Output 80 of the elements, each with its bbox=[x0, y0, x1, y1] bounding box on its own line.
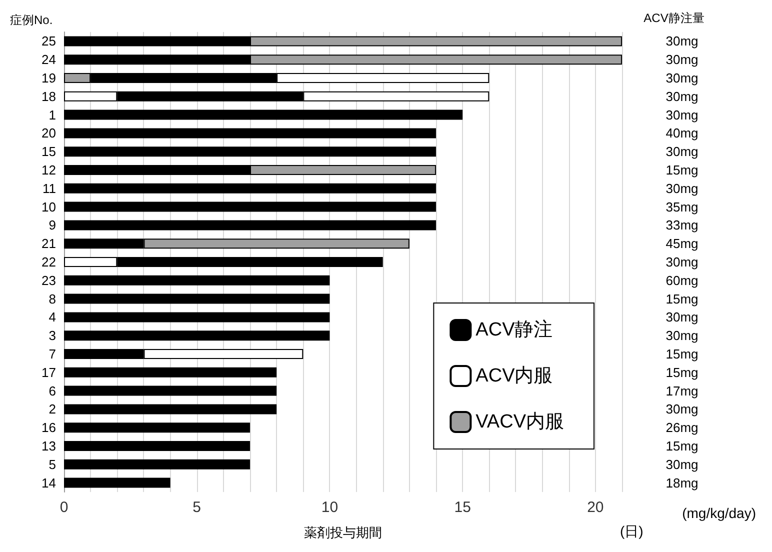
y-tick-label: 14 bbox=[42, 475, 56, 490]
y-tick-label: 21 bbox=[42, 236, 56, 252]
y2-tick-label: 30mg bbox=[666, 328, 698, 344]
y-tick-label: 17 bbox=[42, 364, 56, 380]
y-tick-label: 20 bbox=[42, 126, 56, 141]
bar bbox=[64, 459, 250, 470]
legend-label: ACV静注 bbox=[476, 318, 553, 340]
y-tick-label: 22 bbox=[42, 254, 56, 270]
y-tick-label: 13 bbox=[42, 438, 56, 454]
y-tick-label: 15 bbox=[42, 144, 56, 160]
y-tick-label: 24 bbox=[42, 52, 56, 68]
y2-tick-label: 33mg bbox=[666, 218, 698, 233]
y2-tick-label: 30mg bbox=[666, 144, 698, 160]
y-tick-label: 9 bbox=[48, 218, 56, 233]
y2-axis-title: ACV静注量 bbox=[644, 11, 704, 25]
y2-tick-label: 30mg bbox=[666, 34, 698, 49]
y-tick-label: 23 bbox=[42, 272, 56, 288]
text: (mg/kg/day) bbox=[682, 505, 756, 521]
y-tick-label: 11 bbox=[42, 180, 56, 196]
y2-tick-label: 30mg bbox=[666, 107, 698, 122]
y-tick-label: 3 bbox=[48, 328, 56, 344]
legend-label: VACV内服 bbox=[476, 412, 564, 432]
bar bbox=[64, 220, 436, 230]
bar bbox=[64, 312, 330, 322]
bar bbox=[64, 441, 250, 451]
bar bbox=[64, 422, 250, 433]
y2-tick-label: 15mg bbox=[666, 346, 698, 362]
x-axis-title: 薬剤投与期間 bbox=[304, 525, 382, 540]
y-axis-title: 症例No. bbox=[10, 13, 53, 27]
y2-tick-label: 26mg bbox=[666, 420, 698, 436]
bar bbox=[64, 404, 277, 414]
y2-tick-label: 60mg bbox=[666, 272, 698, 288]
y2-tick-label: 18mg bbox=[666, 475, 698, 490]
y2-tick-label: 40mg bbox=[666, 126, 698, 141]
x-tick-label: 10 bbox=[321, 499, 338, 516]
y2-tick-label: 15mg bbox=[666, 162, 698, 178]
x-tick-label: 20 bbox=[587, 499, 604, 516]
y-tick-label: 8 bbox=[48, 291, 56, 306]
y-tick-label: 2 bbox=[48, 402, 56, 417]
y-tick-label: 16 bbox=[42, 420, 56, 436]
y2-tick-label: 35mg bbox=[666, 199, 698, 214]
y2-tick-label: 30mg bbox=[666, 456, 698, 472]
bar bbox=[64, 202, 436, 212]
y-tick-label: 12 bbox=[42, 162, 56, 178]
y2-tick-label: 30mg bbox=[666, 310, 698, 325]
bar bbox=[64, 110, 463, 120]
y2-tick-label: 30mg bbox=[666, 70, 698, 86]
x-tick-label: 5 bbox=[192, 499, 202, 516]
bar bbox=[64, 330, 330, 341]
y-tick-label: 6 bbox=[48, 383, 56, 398]
y-tick-label: 5 bbox=[48, 456, 56, 472]
bar bbox=[64, 275, 330, 286]
x-tick-label: 15 bbox=[454, 499, 471, 516]
y2-tick-label: 30mg bbox=[666, 180, 698, 196]
y-tick-label: 4 bbox=[48, 310, 56, 325]
y2-tick-label: 45mg bbox=[666, 236, 698, 252]
y-tick-label: 18 bbox=[42, 88, 56, 104]
text: (日) bbox=[620, 523, 644, 539]
y2-tick-label: 15mg bbox=[666, 364, 698, 380]
bar bbox=[64, 478, 170, 488]
bar bbox=[64, 146, 436, 157]
y2-tick-label: 15mg bbox=[666, 291, 698, 306]
bar bbox=[64, 386, 277, 396]
bar bbox=[64, 367, 277, 378]
y-tick-label: 25 bbox=[42, 34, 56, 49]
y2-tick-label: 30mg bbox=[666, 52, 698, 68]
bar bbox=[64, 128, 436, 138]
y2-tick-label: 15mg bbox=[666, 438, 698, 454]
bar bbox=[64, 294, 330, 304]
y2-tick-label: 30mg bbox=[666, 402, 698, 417]
y-tick-label: 7 bbox=[48, 346, 56, 362]
y-tick-label: 19 bbox=[42, 70, 56, 86]
y2-tick-label: 30mg bbox=[666, 88, 698, 104]
bar bbox=[64, 183, 436, 194]
x-tick-label: 0 bbox=[60, 499, 68, 516]
y-tick-label: 1 bbox=[48, 107, 56, 122]
y-tick-label: 10 bbox=[42, 199, 56, 214]
legend-label: ACV内服 bbox=[476, 366, 553, 386]
y2-tick-label: 30mg bbox=[666, 254, 698, 270]
y2-tick-label: 17mg bbox=[666, 383, 698, 398]
